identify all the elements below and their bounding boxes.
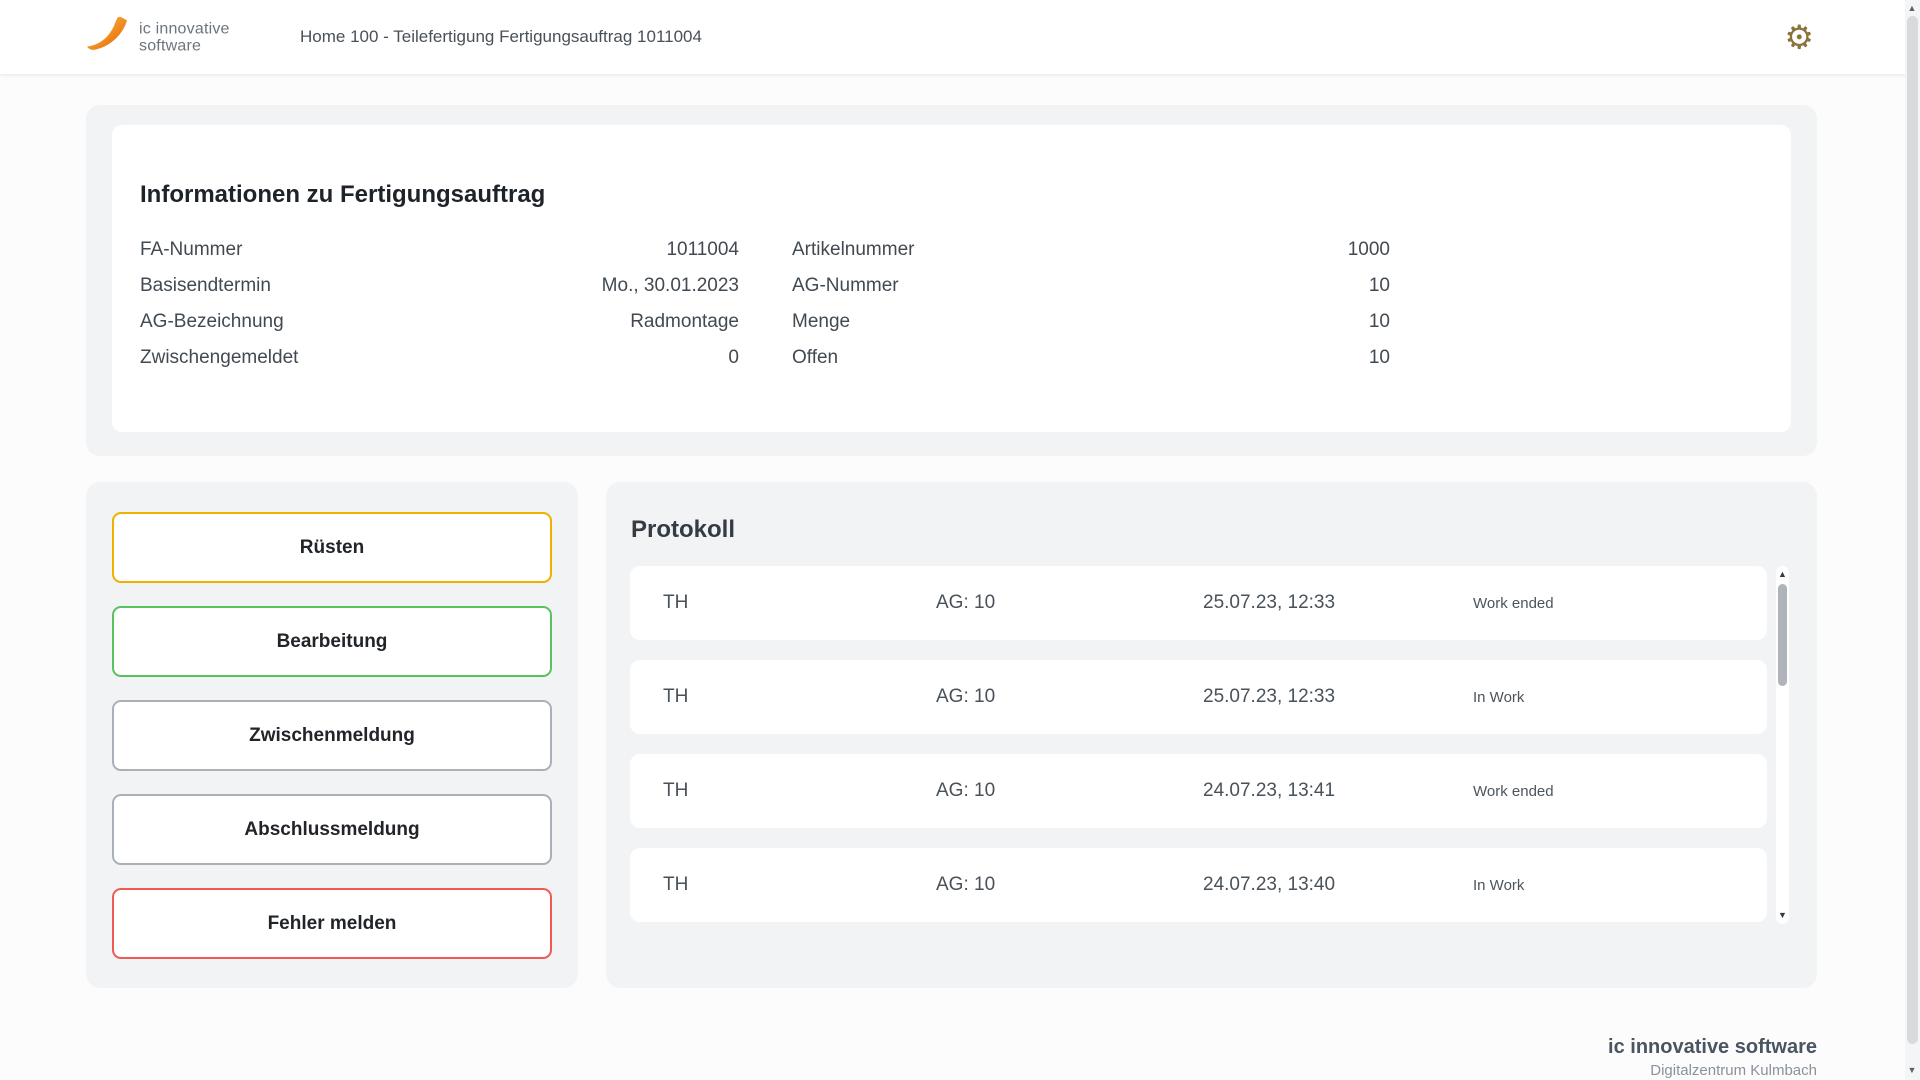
window-scrollbar[interactable]: ▲ ▼ (1905, 0, 1920, 1080)
info-label: Menge (792, 311, 851, 332)
info-label: Offen (792, 347, 839, 368)
log-status: In Work (1473, 688, 1525, 706)
log-row[interactable]: TH AG: 10 25.07.23, 12:33 Work ended (630, 566, 1767, 640)
log-row[interactable]: TH AG: 10 24.07.23, 13:41 Work ended (630, 754, 1767, 828)
info-label: AG-Bezeichnung (140, 311, 284, 332)
log-user: TH (663, 780, 689, 801)
info-row-artikelnummer: Artikelnummer 1000 (792, 239, 1390, 260)
info-value: 1000 (1347, 239, 1390, 260)
log-ag: AG: 10 (936, 592, 996, 613)
info-value: 10 (1368, 347, 1390, 368)
log-status: In Work (1473, 876, 1525, 894)
breadcrumb[interactable]: Home 100 - Teilefertigung Fertigungsauft… (300, 27, 702, 46)
log-time: 25.07.23, 12:33 (1203, 592, 1336, 613)
actions-panel: Rüsten Bearbeitung Zwischenmeldung Absch… (86, 482, 578, 988)
protokoll-scrollbar-thumb[interactable] (1778, 584, 1787, 686)
footer-company: ic innovative software (1608, 1036, 1817, 1058)
app-logo[interactable]: ic innovative software (84, 16, 230, 59)
info-label: Basisendtermin (140, 275, 271, 296)
protokoll-list: TH AG: 10 25.07.23, 12:33 Work ended TH … (630, 566, 1767, 942)
fehler-melden-button[interactable]: Fehler melden (112, 888, 552, 959)
ruesten-button[interactable]: Rüsten (112, 512, 552, 583)
log-row[interactable]: TH AG: 10 25.07.23, 12:33 In Work (630, 660, 1767, 734)
logo-line2: software (139, 37, 202, 54)
order-info-card: Informationen zu Fertigungsauftrag FA-Nu… (86, 105, 1817, 456)
protokoll-title: Protokoll (631, 516, 736, 543)
window-scroll-up-icon[interactable]: ▲ (1907, 3, 1917, 13)
log-user: TH (663, 592, 689, 613)
order-info-grid: FA-Nummer 1011004 Artikelnummer 1000 Bas… (140, 239, 1791, 368)
info-value: 0 (728, 347, 739, 368)
log-time: 24.07.23, 13:40 (1203, 874, 1336, 895)
bearbeitung-button[interactable]: Bearbeitung (112, 606, 552, 677)
protokoll-panel: Protokoll TH AG: 10 25.07.23, 12:33 Work… (606, 482, 1817, 988)
log-time: 25.07.23, 12:33 (1203, 686, 1336, 707)
order-info-title: Informationen zu Fertigungsauftrag (140, 181, 546, 208)
scroll-up-icon[interactable]: ▲ (1778, 569, 1787, 579)
info-label: Zwischengemeldet (140, 347, 299, 368)
settings-gear-icon[interactable]: ⚙ (1784, 18, 1814, 56)
info-label: Artikelnummer (792, 239, 915, 260)
log-user: TH (663, 686, 689, 707)
order-info-inner: Informationen zu Fertigungsauftrag FA-Nu… (112, 125, 1791, 432)
info-value: 10 (1368, 311, 1390, 332)
footer-location: Digitalzentrum Kulmbach (1650, 1062, 1817, 1079)
log-user: TH (663, 874, 689, 895)
footer: ic innovative software Digitalzentrum Ku… (1608, 1036, 1817, 1079)
log-status: Work ended (1473, 782, 1554, 800)
abschlussmeldung-button[interactable]: Abschlussmeldung (112, 794, 552, 865)
logo-text: ic innovative software (139, 20, 230, 54)
log-ag: AG: 10 (936, 874, 996, 895)
header: ic innovative software Home 100 - Teilef… (0, 0, 1920, 74)
log-time: 24.07.23, 13:41 (1203, 780, 1336, 801)
log-ag: AG: 10 (936, 686, 996, 707)
zwischenmeldung-button[interactable]: Zwischenmeldung (112, 700, 552, 771)
info-label: AG-Nummer (792, 275, 899, 296)
logo-line1: ic innovative (139, 20, 230, 37)
log-row[interactable]: TH AG: 10 24.07.23, 13:40 In Work (630, 848, 1767, 922)
info-row-offen: Offen 10 (792, 347, 1390, 368)
info-value: Mo., 30.01.2023 (601, 275, 739, 296)
window-scroll-down-icon[interactable]: ▼ (1907, 1065, 1917, 1075)
info-row-basisendtermin: Basisendtermin Mo., 30.01.2023 (140, 275, 739, 296)
window-scrollbar-thumb[interactable] (1907, 16, 1918, 1044)
info-row-menge: Menge 10 (792, 311, 1390, 332)
info-value: Radmontage (630, 311, 739, 332)
info-row-ag-nummer: AG-Nummer 10 (792, 275, 1390, 296)
info-row-fa-nummer: FA-Nummer 1011004 (140, 239, 739, 260)
scroll-down-icon[interactable]: ▼ (1778, 910, 1787, 920)
info-row-zwischengemeldet: Zwischengemeldet 0 (140, 347, 739, 368)
info-value: 10 (1368, 275, 1390, 296)
info-row-ag-bezeichnung: AG-Bezeichnung Radmontage (140, 311, 739, 332)
info-label: FA-Nummer (140, 239, 243, 260)
info-value: 1011004 (666, 239, 739, 260)
protokoll-scrollbar[interactable]: ▲ ▼ (1776, 566, 1789, 924)
log-ag: AG: 10 (936, 780, 996, 801)
logo-swoosh-icon (84, 16, 130, 59)
log-status: Work ended (1473, 594, 1554, 612)
